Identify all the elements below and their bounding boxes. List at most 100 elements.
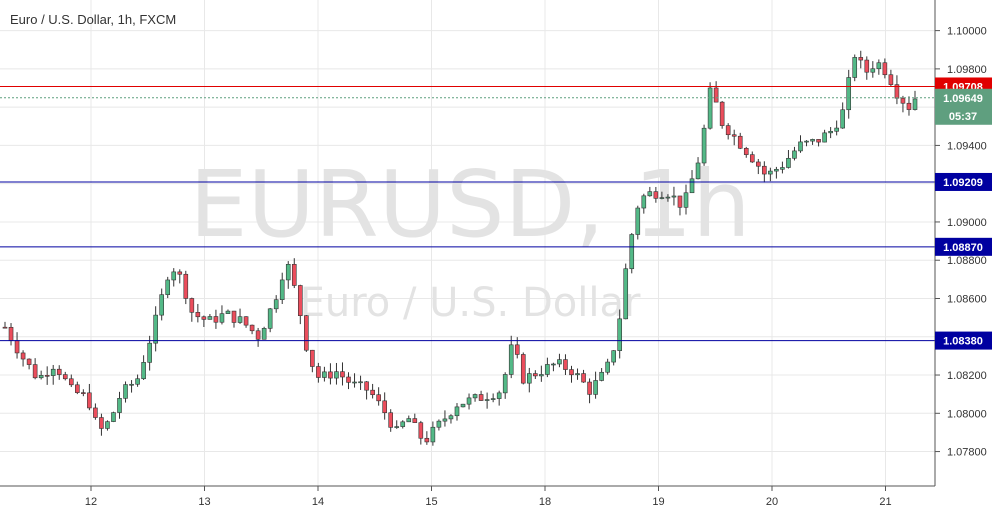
- candle-down: [310, 349, 315, 367]
- candle-up: [605, 361, 610, 373]
- candle-up: [334, 371, 339, 379]
- candle-down: [364, 381, 369, 391]
- candle-up: [460, 403, 466, 408]
- candle-up: [159, 294, 164, 316]
- candle-up: [774, 168, 779, 172]
- candle-down: [243, 316, 249, 326]
- candle-up: [123, 384, 128, 399]
- current-price-label: 1.09649: [943, 93, 983, 105]
- candle-down: [376, 394, 381, 402]
- candle-down: [382, 400, 387, 414]
- candle-down: [68, 378, 74, 386]
- candle-up: [219, 313, 225, 323]
- candle-up: [225, 310, 231, 314]
- candle-up: [394, 426, 400, 428]
- candle-down: [249, 324, 255, 332]
- candle-down: [725, 125, 731, 136]
- candle-up: [912, 98, 918, 110]
- candle-down: [32, 364, 38, 379]
- candle-down: [14, 340, 20, 354]
- candle-up: [508, 344, 514, 375]
- candle-up: [539, 374, 544, 377]
- candle-down: [87, 392, 92, 409]
- candle-up: [147, 342, 152, 363]
- candle-up: [448, 415, 454, 420]
- x-tick-label: 20: [766, 496, 778, 508]
- candle-down: [231, 310, 237, 323]
- candle-down: [62, 374, 68, 380]
- candle-up: [804, 140, 809, 143]
- candle-down: [189, 298, 195, 313]
- candle-down: [297, 285, 303, 316]
- y-tick-label: 1.08800: [947, 255, 987, 267]
- candle-down: [677, 195, 683, 208]
- x-tick-label: 21: [879, 496, 891, 508]
- candle-down: [213, 316, 219, 323]
- candle-up: [768, 170, 773, 175]
- price-levels-layer: [0, 85, 935, 342]
- candle-down: [316, 366, 321, 378]
- candle-up: [551, 363, 556, 366]
- x-tick-label: 18: [539, 496, 551, 508]
- candle-up: [840, 109, 845, 129]
- candle-up: [111, 412, 116, 422]
- candle-down: [906, 102, 912, 110]
- candle-down: [2, 326, 8, 329]
- candle-down: [195, 312, 201, 318]
- candle-down: [424, 437, 430, 443]
- candle-up: [153, 314, 158, 344]
- candle-up: [273, 299, 279, 310]
- candle-up: [792, 150, 797, 159]
- x-tick-label: 14: [312, 496, 324, 508]
- candle-down: [340, 371, 345, 378]
- y-tick-label: 1.08600: [947, 293, 987, 305]
- candle-up: [846, 77, 852, 111]
- candle-up: [129, 383, 134, 386]
- candle-up: [575, 373, 580, 376]
- support-price-tag: [935, 331, 992, 350]
- candle-up: [141, 362, 146, 380]
- candle-down: [44, 375, 50, 377]
- candle-down: [478, 394, 484, 401]
- candle-down: [346, 376, 351, 383]
- candle-down: [201, 316, 207, 320]
- candle-up: [285, 264, 291, 281]
- x-tick-label: 19: [652, 496, 664, 508]
- candle-up: [352, 381, 357, 384]
- candle-down: [388, 412, 393, 428]
- chart-title: Euro / U.S. Dollar, 1h, FXCM: [10, 12, 176, 27]
- y-tick-label: 1.09000: [947, 217, 987, 229]
- candle-up: [623, 268, 629, 320]
- candle-up: [490, 398, 496, 400]
- candle-down: [762, 165, 767, 175]
- support-price-tag: [935, 172, 992, 191]
- candle-up: [484, 399, 490, 401]
- candle-up: [810, 139, 815, 142]
- candle-up: [870, 68, 876, 73]
- y-tick-label: 1.08200: [947, 370, 987, 382]
- candle-up: [599, 371, 604, 381]
- candle-up: [472, 394, 478, 399]
- candle-up: [436, 420, 442, 428]
- candle-up: [828, 130, 833, 134]
- candle-up: [117, 398, 122, 413]
- candle-down: [183, 273, 189, 299]
- candle-up: [641, 195, 647, 209]
- candle-up: [442, 418, 448, 422]
- candle-up: [786, 157, 791, 168]
- candle-up: [834, 127, 839, 132]
- candle-up: [545, 364, 550, 375]
- y-tick-label: 1.09800: [947, 64, 987, 76]
- candle-up: [617, 318, 623, 351]
- support-price-tag-label: 1.09209: [943, 177, 983, 189]
- candle-down: [99, 417, 104, 429]
- candle-up: [695, 162, 701, 180]
- candle-down: [81, 392, 86, 394]
- candle-down: [743, 147, 749, 155]
- candle-up: [701, 127, 707, 164]
- x-tick-label: 13: [198, 496, 210, 508]
- candle-up: [267, 308, 273, 329]
- candle-up: [237, 316, 243, 323]
- candle-up: [358, 381, 363, 384]
